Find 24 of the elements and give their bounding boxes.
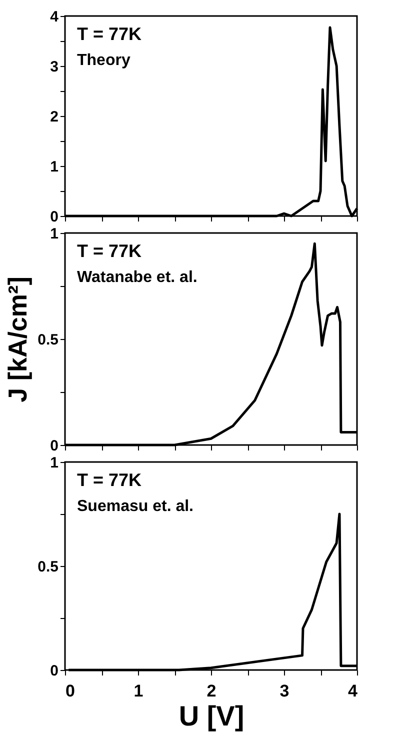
x-tick-label: 2 bbox=[206, 682, 216, 700]
x-axis-title: U [V] bbox=[178, 700, 244, 732]
annotation: T = 77K bbox=[77, 470, 142, 490]
y-axis-title: J [kA/cm²] bbox=[2, 276, 33, 402]
y-tick-label: 0 bbox=[50, 208, 58, 226]
y-tick-label: 0 bbox=[50, 438, 58, 454]
x-tick-label: 0 bbox=[66, 682, 75, 700]
x-tick-label: 4 bbox=[348, 682, 358, 700]
annotation: Watanabe et. al. bbox=[77, 269, 198, 286]
x-tick-label: 3 bbox=[280, 682, 290, 700]
annotation: Suemasu et. al. bbox=[77, 498, 194, 515]
y-tick-label: 1 bbox=[50, 454, 58, 472]
annotation: T = 77K bbox=[77, 24, 142, 44]
y-tick-label: 3 bbox=[50, 58, 58, 76]
y-tick-label: 0.5 bbox=[38, 558, 58, 576]
annotation: T = 77K bbox=[77, 241, 142, 261]
y-tick-label: 0.5 bbox=[38, 332, 58, 348]
y-tick-label: 0 bbox=[50, 662, 58, 680]
y-tick-label: 1 bbox=[50, 158, 58, 176]
y-tick-label: 2 bbox=[50, 108, 58, 126]
y-tick-label: 1 bbox=[50, 226, 58, 242]
x-tick-label: 1 bbox=[134, 682, 144, 700]
annotation: Theory bbox=[77, 52, 130, 69]
y-tick-label: 4 bbox=[50, 8, 60, 26]
